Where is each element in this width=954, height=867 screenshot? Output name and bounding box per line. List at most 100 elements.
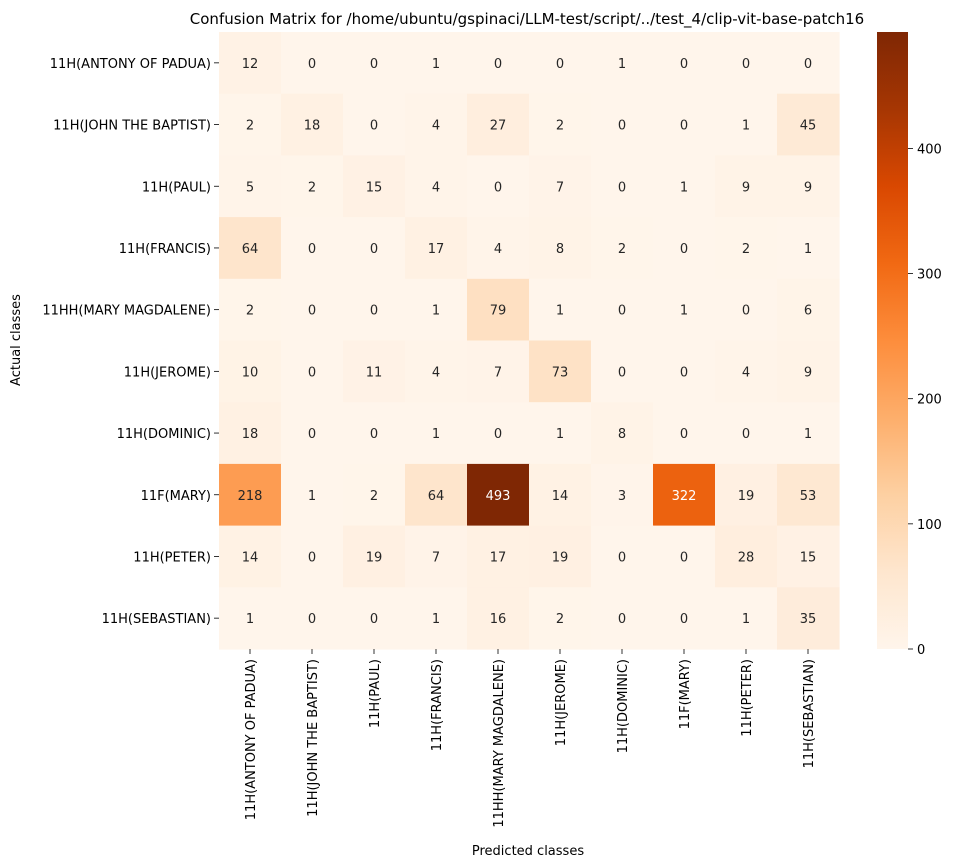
heatmap-cell-label: 7 [432, 550, 440, 565]
heatmap-cell [219, 525, 282, 588]
heatmap-cell-label: 0 [618, 550, 626, 565]
heatmap-cell [777, 525, 840, 588]
heatmap-cell [405, 340, 468, 403]
heatmap-cell [653, 155, 716, 218]
heatmap-cell [715, 340, 778, 403]
heatmap-cell-label: 6 [804, 304, 812, 319]
heatmap-cell-label: 9 [742, 180, 750, 195]
heatmap-cell-label: 2 [742, 242, 750, 257]
heatmap-cell [219, 278, 282, 342]
heatmap-cell [591, 525, 654, 588]
heatmap-cell-label: 0 [308, 57, 316, 72]
heatmap-cell [529, 587, 592, 650]
y-tick-label: 11H(FRANCIS) [119, 242, 211, 257]
heatmap-cell [591, 463, 654, 527]
heatmap-cell-label: 9 [804, 180, 812, 195]
heatmap-cell-label: 1 [556, 304, 564, 319]
heatmap-cell-label: 2 [308, 180, 316, 195]
y-tick-label: 11H(SEBASTIAN) [102, 612, 211, 627]
heatmap-cell-label: 0 [618, 119, 626, 134]
heatmap-cell-label: 45 [800, 119, 817, 134]
heatmap-cell [405, 155, 468, 218]
heatmap-cell [405, 32, 468, 95]
heatmap-cell-label: 8 [556, 242, 564, 257]
heatmap-cell-label: 0 [680, 365, 688, 380]
heatmap-cell-label: 1 [432, 304, 440, 319]
x-tick-label: 11HH(MARY MAGDALENE) [492, 659, 507, 828]
heatmap-cell [467, 217, 530, 280]
heatmap-cell [591, 402, 654, 465]
heatmap-cell [653, 402, 716, 465]
heatmap-cell [467, 402, 530, 465]
heatmap-cell [405, 525, 468, 588]
heatmap-cell [715, 217, 778, 280]
colorbar-tick-label: 300 [917, 268, 942, 283]
heatmap-cell-label: 28 [738, 550, 755, 565]
heatmap-cell [653, 463, 716, 527]
chart-title: Confusion Matrix for /home/ubuntu/gspina… [190, 10, 864, 29]
colorbar-tick-label: 100 [917, 518, 942, 533]
heatmap-cell [591, 340, 654, 403]
heatmap-cell-label: 14 [242, 550, 259, 565]
heatmap-cell-label: 1 [432, 427, 440, 442]
heatmap-cell [405, 463, 468, 527]
heatmap-cell-label: 2 [246, 119, 254, 134]
heatmap-cell-label: 1 [246, 612, 254, 627]
colorbar [877, 32, 908, 649]
heatmap-cell-label: 0 [370, 119, 378, 134]
heatmap-cell-label: 0 [308, 612, 316, 627]
heatmap-cell [591, 155, 654, 218]
y-tick-label: 11H(PAUL) [142, 180, 211, 195]
heatmap-cell-label: 1 [432, 57, 440, 72]
heatmap-cell [343, 587, 406, 650]
heatmap-cell-label: 0 [370, 57, 378, 72]
heatmap-cell [529, 32, 592, 95]
heatmap-cell-label: 3 [618, 489, 626, 504]
heatmap-cell-label: 1 [804, 427, 812, 442]
heatmap-cell-label: 0 [370, 304, 378, 319]
heatmap-cell [591, 217, 654, 280]
heatmap-cell [281, 525, 344, 588]
heatmap-cell [343, 463, 406, 527]
heatmap-cell [219, 32, 282, 95]
heatmap-cell-label: 1 [680, 180, 688, 195]
y-tick-label: 11H(JOHN THE BAPTIST) [53, 119, 211, 134]
heatmap-cell [529, 217, 592, 280]
x-tick-label: 11H(SEBASTIAN) [802, 659, 817, 768]
heatmap-cell-label: 16 [490, 612, 507, 627]
heatmap-cell-labels: 12 0 0 1 0 0 1 0 0 02 18 0 4 27 2 0 0 1 455 2 15 4 0 7 0 1 9 964 0 0 1… [238, 57, 817, 627]
heatmap-cell [715, 587, 778, 650]
heatmap-cell [343, 155, 406, 218]
heatmap-cell [281, 463, 344, 527]
heatmap-cell-label: 17 [428, 242, 445, 257]
y-tick-label: 11H(DOMINIC) [117, 427, 211, 442]
heatmap-cell [777, 402, 840, 465]
heatmap-cell [281, 93, 344, 156]
heatmap-cell-label: 19 [738, 489, 755, 504]
heatmap-cell-label: 15 [366, 180, 383, 195]
heatmap-cell [467, 463, 530, 527]
heatmap-cell-label: 0 [370, 612, 378, 627]
heatmap-cell-label: 0 [742, 427, 750, 442]
heatmap-cell-label: 9 [804, 365, 812, 380]
heatmap-cell-label: 4 [494, 242, 502, 257]
heatmap-cell [715, 402, 778, 465]
heatmap-cell-label: 7 [494, 365, 502, 380]
heatmap-cell-label: 0 [308, 550, 316, 565]
x-axis-ticks: 11H(ANTONY OF PADUA) 11H(JOHN THE BAPTIST… [244, 649, 817, 828]
heatmap-cell-label: 1 [556, 427, 564, 442]
heatmap-cell [777, 587, 840, 650]
heatmap-cell-label: 0 [680, 427, 688, 442]
heatmap-cell [591, 278, 654, 342]
heatmap-cell [281, 32, 344, 95]
heatmap-cell [343, 340, 406, 403]
heatmap-cell-label: 4 [432, 180, 440, 195]
heatmap-cell [529, 93, 592, 156]
heatmap-cell-label: 64 [242, 242, 259, 257]
heatmap-cell-label: 218 [238, 489, 263, 504]
heatmap-cell [777, 32, 840, 95]
heatmap-cell-label: 0 [370, 427, 378, 442]
heatmap-cell-label: 4 [432, 365, 440, 380]
heatmap-cell [281, 155, 344, 218]
